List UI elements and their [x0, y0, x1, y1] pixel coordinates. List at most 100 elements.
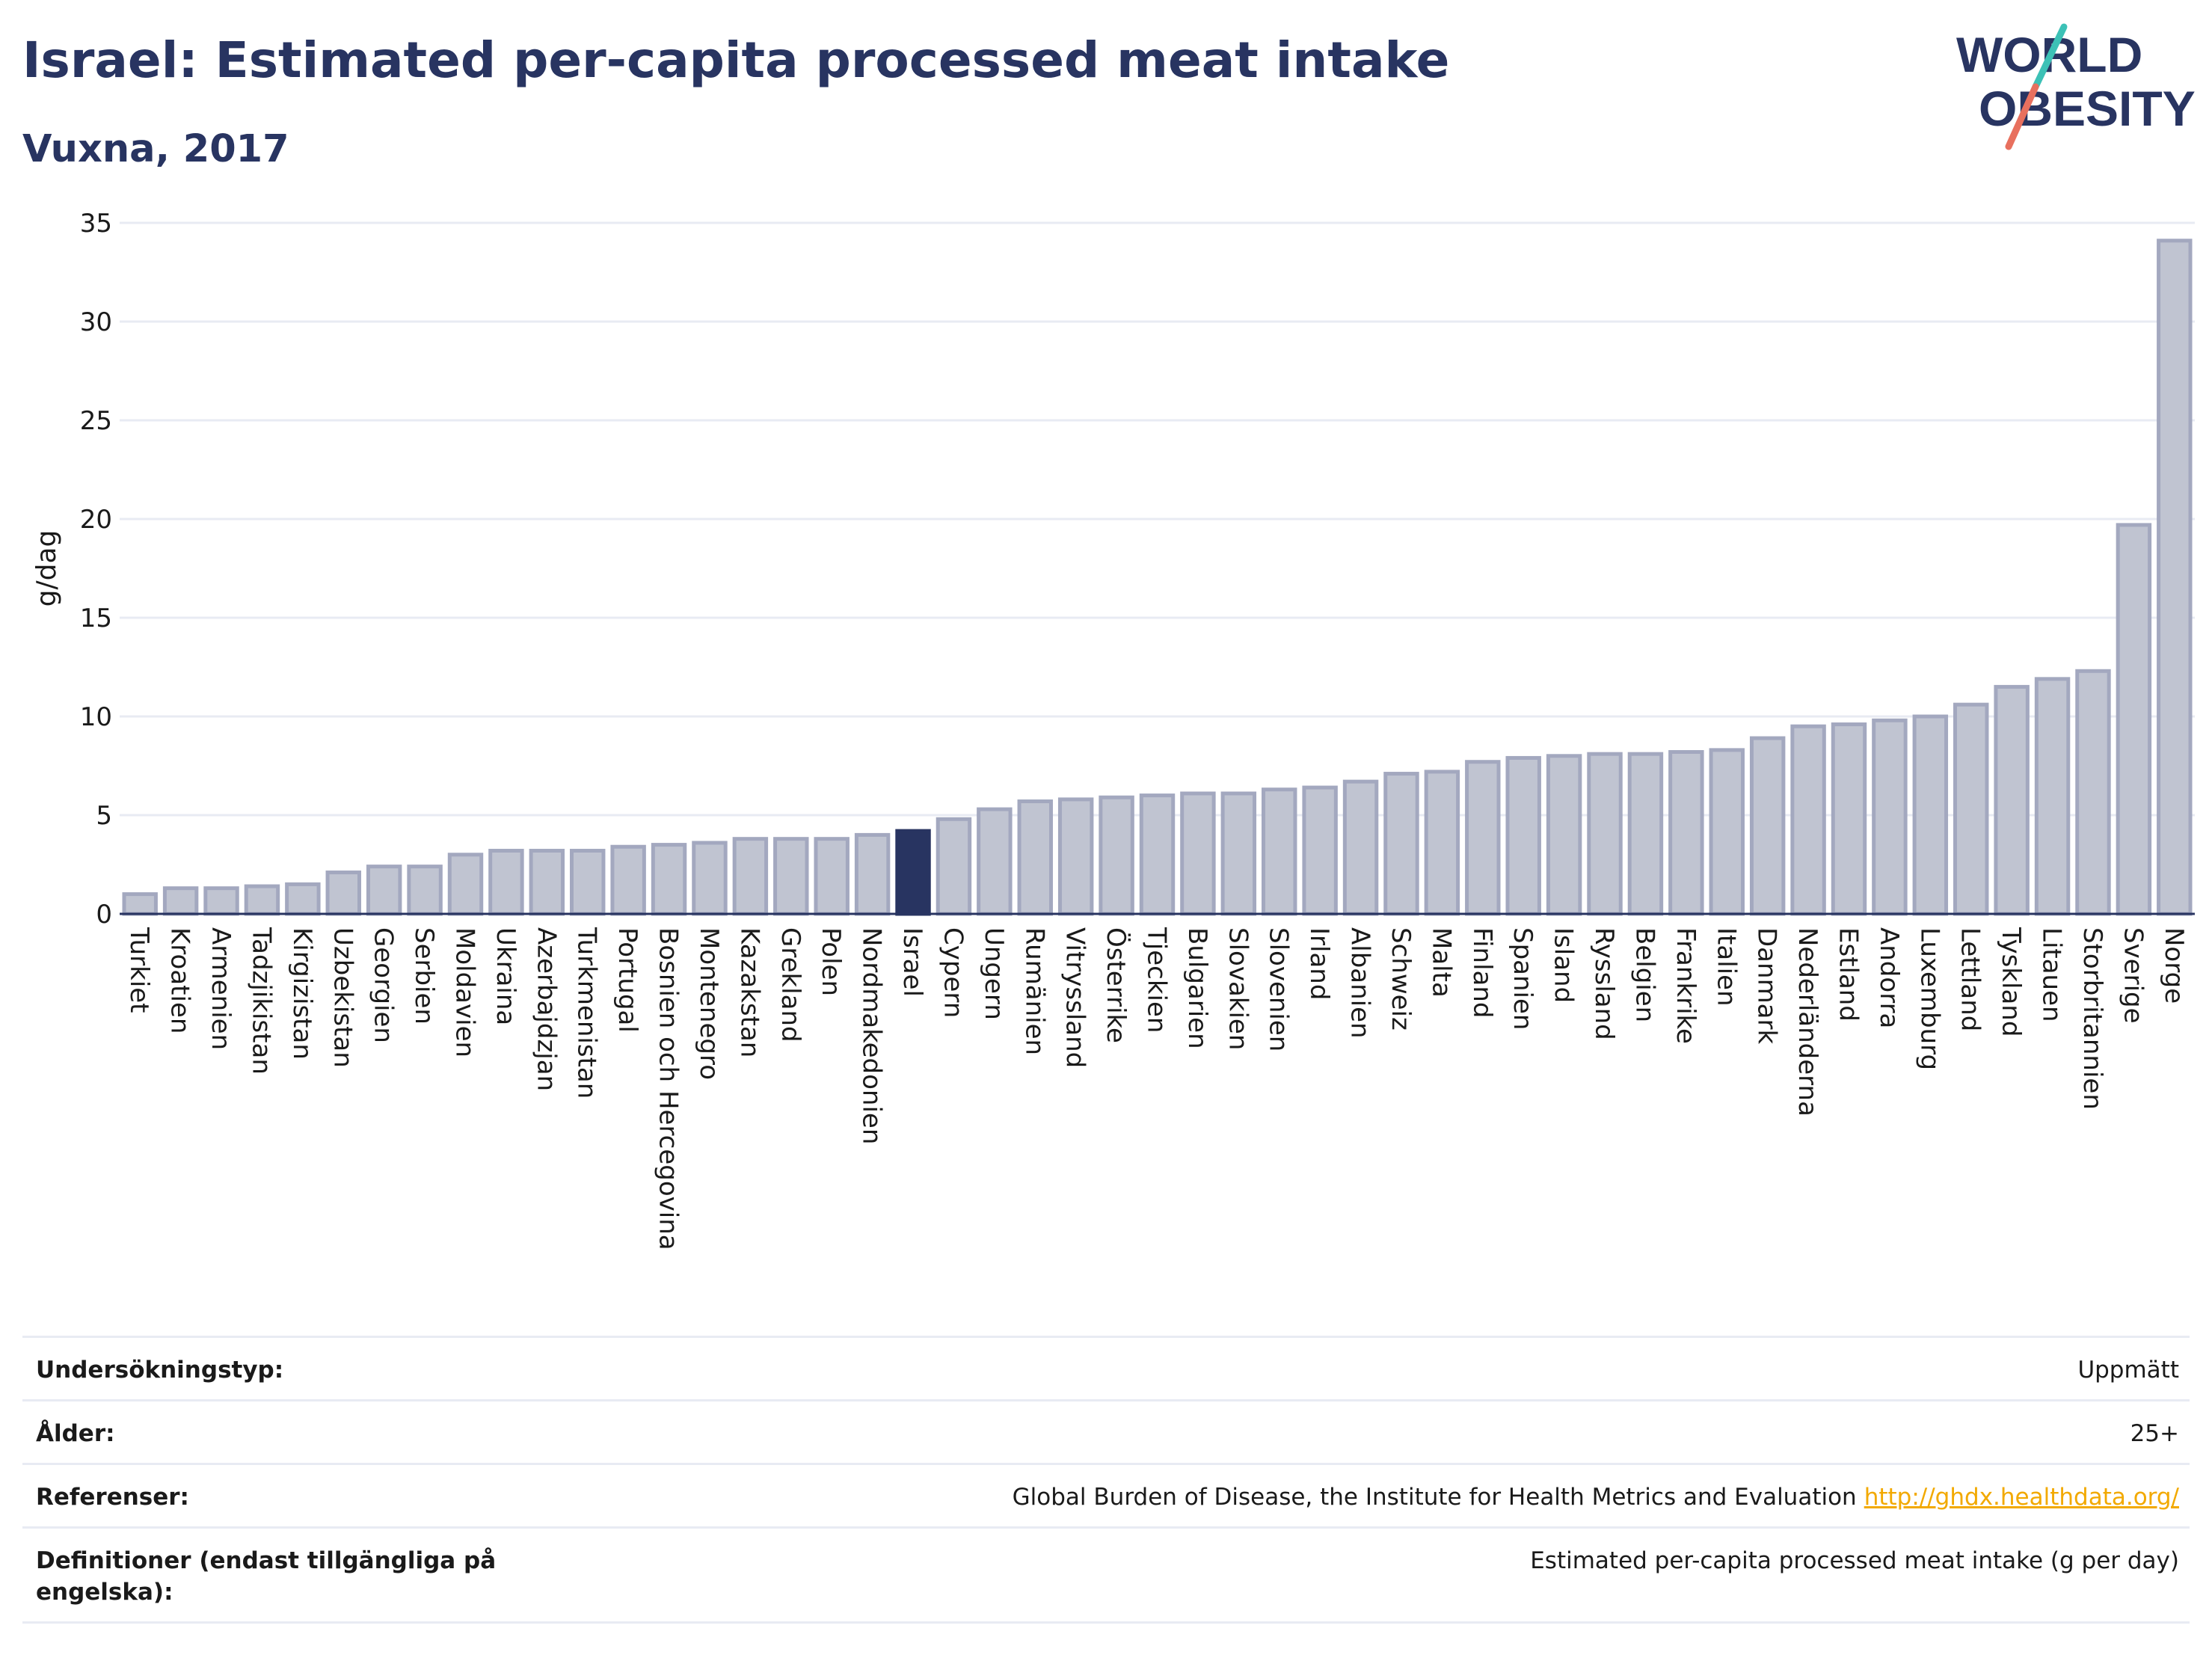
bar-island [1546, 754, 1582, 916]
x-tick-label: Moldavien [450, 927, 480, 1057]
bar-österrike [1099, 795, 1134, 916]
bar-moldavien [447, 853, 484, 916]
bar-slovakien [1220, 791, 1257, 916]
bar-chart: 0 5 10 15 20 25 30 35 Turkiet Kroatien Armenien Ta… [31, 209, 2195, 1250]
bar-vitryssland [1057, 797, 1094, 916]
bar-ryssland [1587, 752, 1623, 916]
x-tick-label: Italien [1711, 927, 1741, 1007]
logo-slash-teal [2032, 23, 2068, 90]
bar-bulgarien [1180, 791, 1216, 916]
info-key: Referenser: [36, 1484, 189, 1511]
bar-uzbekistan [325, 871, 361, 916]
x-tick-label: Kirgizistan [287, 927, 317, 1060]
x-tick-label: Slovenien [1264, 927, 1294, 1051]
bar-armenien [203, 886, 239, 916]
x-tick-label: Irland [1304, 927, 1334, 1000]
bar-tjeckien [1139, 793, 1176, 916]
logo-slash-red [2005, 83, 2039, 150]
bar-lettland [1953, 702, 1989, 916]
x-tick-label: Tadzjikistan [246, 927, 276, 1075]
info-row: Referenser: Global Burden of Disease, the… [22, 1463, 2190, 1526]
bar-kirgizistan [285, 882, 321, 916]
chart-subtitle: Vuxna, 2017 [22, 127, 289, 171]
info-value: Uppmätt [2077, 1354, 2190, 1386]
bar-tadzjikistan [244, 884, 280, 916]
info-value-text: Uppmätt [2077, 1357, 2179, 1384]
bar-litauen [2034, 677, 2071, 916]
x-tick-label: Turkiet [124, 927, 154, 1013]
x-tick-label: Bulgarien [1182, 927, 1212, 1049]
bar-nordmakedonien [854, 832, 891, 916]
bar-norge [2157, 239, 2193, 916]
x-tick-label: Finland [1467, 927, 1497, 1019]
x-tick-label: Slovakien [1223, 927, 1253, 1050]
bar-grekland [773, 837, 809, 916]
x-tick-label: Polen [816, 927, 846, 996]
x-tick-label: Israel [897, 927, 927, 997]
x-tick-label: Schweiz [1386, 927, 1416, 1031]
bar-serbien [407, 865, 443, 916]
x-tick-label: Frankrike [1671, 927, 1701, 1044]
x-tick-label: Cypern [938, 927, 968, 1018]
x-tick-label: Malta [1426, 927, 1456, 998]
bar-estland [1831, 722, 1867, 916]
x-tick-label: Serbien [409, 927, 439, 1025]
x-tick-label: Nordmakedonien [857, 927, 887, 1144]
y-axis-ticks: 0 5 10 15 20 25 30 35 [80, 209, 112, 930]
y-tick-label: 25 [80, 406, 112, 436]
x-tick-label: Portugal [612, 927, 642, 1033]
x-tick-label: Litauen [2037, 927, 2067, 1022]
info-value-text: Global Burden of Disease, the Institute … [1012, 1484, 1857, 1511]
bar-azerbajdzjan [529, 849, 565, 916]
bar-kroatien [162, 886, 199, 916]
x-tick-label: Kazakstan [734, 927, 764, 1057]
x-tick-label: Turkmenistan [572, 927, 602, 1099]
bar-malta [1424, 770, 1460, 916]
y-tick-label: 5 [96, 801, 112, 831]
y-tick-label: 0 [96, 900, 112, 930]
x-tick-label: Danmark [1752, 927, 1782, 1044]
bar-danmark [1749, 736, 1786, 916]
x-tick-label: Vitryssland [1060, 927, 1090, 1068]
x-tick-label: Ryssland [1589, 927, 1619, 1040]
x-tick-label: Ungern [979, 927, 1009, 1020]
reference-link[interactable]: http://ghdx.healthdata.org/ [1864, 1484, 2179, 1511]
x-tick-label: Island [1549, 927, 1579, 1003]
x-tick-label: Kroatien [165, 927, 195, 1034]
x-tick-label: Spanien [1508, 927, 1537, 1030]
bar-sverige [2116, 523, 2152, 916]
bar-israel [895, 829, 931, 916]
bar-portugal [610, 844, 646, 916]
bar-ukraina [488, 849, 524, 916]
bars [122, 239, 2193, 916]
x-tick-label: Lettland [1956, 927, 1985, 1031]
bar-frankrike [1668, 750, 1704, 916]
y-axis-label: g/dag [31, 530, 62, 607]
x-tick-label: Estland [1834, 927, 1864, 1022]
bar-montenegro [692, 841, 728, 916]
bar-finland [1465, 760, 1501, 916]
y-tick-label: 15 [80, 604, 112, 633]
bar-irland [1302, 785, 1338, 916]
x-tick-label: Tjeckien [1142, 927, 1172, 1033]
x-tick-label: Andorra [1874, 927, 1904, 1028]
y-tick-label: 10 [80, 702, 112, 732]
chart-title: Israel: Estimated per-capita processed m… [22, 31, 1450, 89]
x-tick-label: Montenegro [694, 927, 724, 1080]
bar-schweiz [1383, 772, 1419, 916]
info-value: 25+ [2130, 1418, 2190, 1449]
info-row: Ålder: 25+ [22, 1399, 2190, 1463]
x-tick-label: Georgien [369, 927, 399, 1043]
info-value-text: Estimated per-capita processed meat inta… [1530, 1547, 2179, 1574]
y-tick-label: 30 [80, 307, 112, 337]
bar-kazakstan [732, 837, 769, 916]
info-key: Undersökningstyp: [36, 1357, 284, 1384]
x-tick-label: Armenien [206, 927, 236, 1050]
x-tick-label: Rumänien [1019, 927, 1049, 1055]
bar-storbritannien [2075, 669, 2111, 916]
x-tick-label: Norge [2159, 927, 2189, 1004]
bar-cypern [936, 817, 972, 916]
x-tick-label: Uzbekistan [328, 927, 357, 1068]
bar-georgien [366, 865, 402, 916]
x-axis-ticks: Turkiet Kroatien Armenien Tadzjikistan Kirgi… [124, 927, 2189, 1250]
